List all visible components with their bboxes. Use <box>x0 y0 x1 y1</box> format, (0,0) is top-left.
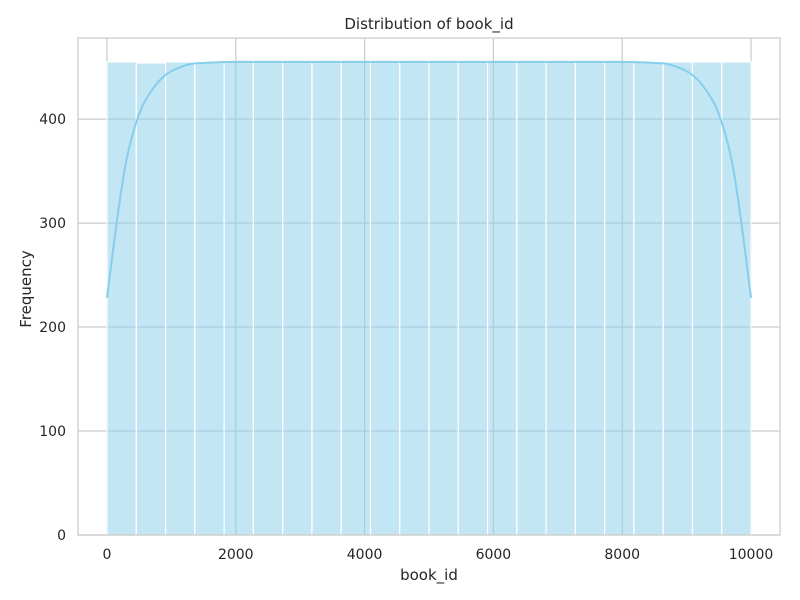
x-axis-label: book_id <box>400 566 458 585</box>
histogram-bar <box>223 61 255 536</box>
histogram-bar <box>428 61 459 536</box>
x-tick-label: 4000 <box>347 547 383 563</box>
y-tick-label: 100 <box>39 424 66 440</box>
kde-layer <box>106 60 753 299</box>
x-tick-labels: 0 2000 4000 6000 8000 10000 <box>103 547 774 563</box>
x-tick-label: 6000 <box>476 547 512 563</box>
histogram-bar <box>399 61 430 536</box>
x-tick-label: 10000 <box>729 547 774 563</box>
histogram-bar <box>545 61 576 536</box>
histogram-bar <box>369 61 401 536</box>
chart-title: Distribution of book_id <box>344 15 513 34</box>
y-tick-label: 0 <box>57 528 66 544</box>
histogram-bar <box>457 61 489 536</box>
histogram-bar <box>311 61 342 536</box>
histogram-bar <box>516 61 547 536</box>
histogram-bar <box>340 61 372 536</box>
histogram-bar <box>721 61 752 536</box>
x-tick-label: 8000 <box>604 547 640 563</box>
histogram-bar <box>135 62 167 536</box>
histogram-bar <box>486 61 518 536</box>
histogram-bar <box>574 61 606 536</box>
histogram-bar <box>106 61 137 536</box>
histogram-bar <box>194 61 225 536</box>
plot-frame <box>77 37 781 536</box>
histogram-bar <box>252 61 284 536</box>
histogram-bar <box>604 61 635 536</box>
y-axis-label: Frequency <box>17 250 35 328</box>
y-tick-label: 300 <box>39 216 66 232</box>
bars-layer <box>106 61 752 536</box>
x-tick-label: 2000 <box>218 547 254 563</box>
y-tick-label: 400 <box>39 112 66 128</box>
histogram-bar <box>691 61 723 536</box>
x-tick-label: 0 <box>103 547 112 563</box>
histogram-bar <box>282 61 313 536</box>
histogram-bar <box>662 61 694 536</box>
kde-curve <box>106 60 753 299</box>
histogram-bar <box>633 61 664 536</box>
histogram-bar <box>164 61 196 536</box>
y-tick-labels: 0 100 200 300 400 <box>39 112 66 544</box>
y-tick-label: 200 <box>39 320 66 336</box>
